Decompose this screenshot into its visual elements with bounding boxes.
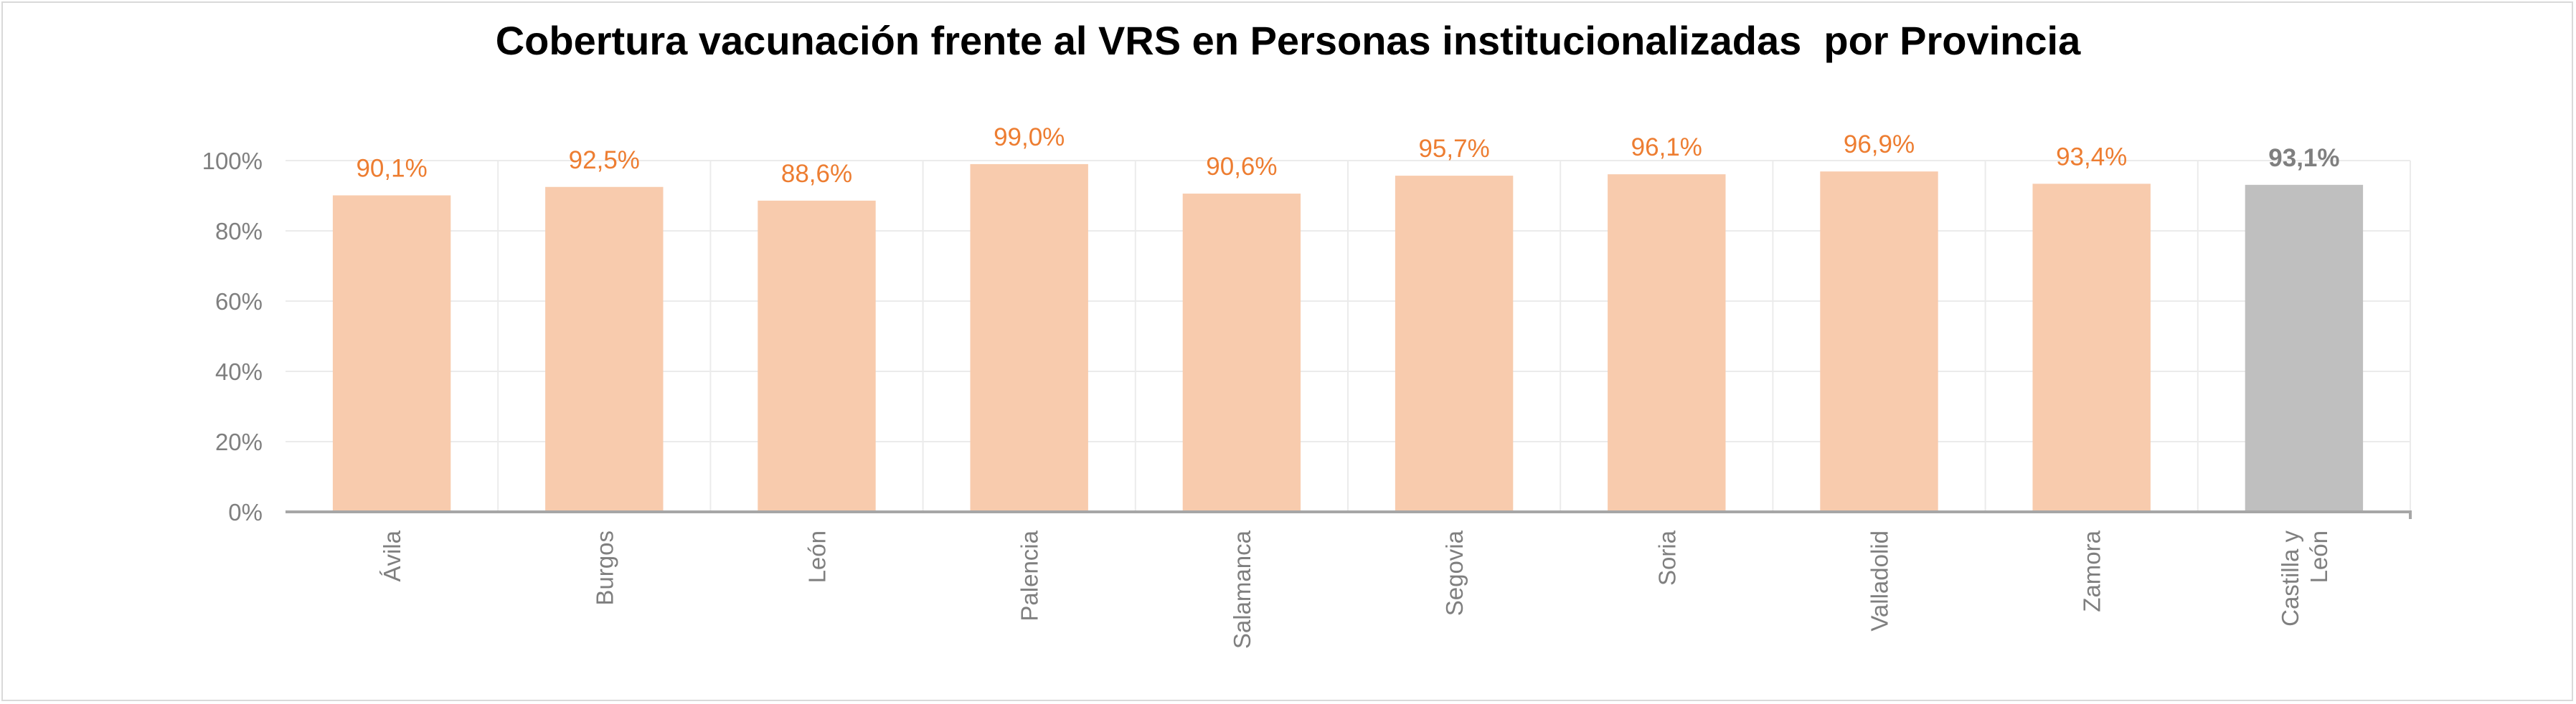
data-label: 96,1% <box>1631 133 1702 161</box>
data-label: 88,6% <box>781 160 852 188</box>
bar-palencia <box>970 163 1088 512</box>
x-axis-ticks: Ávila Burgos León Palencia Salamanca Segovia S… <box>379 530 2332 649</box>
data-label: 92,5% <box>569 146 640 174</box>
chart-title: Cobertura vacunación frente al VRS en Pe… <box>495 18 2081 63</box>
bar-burgos <box>545 186 664 512</box>
x-tick-label-line: Segovia <box>1441 530 1468 616</box>
bar-segovia <box>1395 176 1514 512</box>
bars <box>332 163 2364 513</box>
x-tick-label: Segovia <box>1441 530 1468 616</box>
x-tick-label-line: Salamanca <box>1229 530 1255 649</box>
y-tick-label: 80% <box>215 218 263 244</box>
data-label: 99,0% <box>994 123 1065 151</box>
x-tick-label: León <box>804 531 831 583</box>
x-axis <box>286 510 2412 519</box>
x-tick-label-line: Ávila <box>379 530 405 581</box>
y-axis-ticks: 0% 20% 40% 60% 80% 100% <box>202 148 263 525</box>
data-label: 90,1% <box>356 155 427 183</box>
bar-ávila <box>332 195 451 512</box>
x-tick-label-line: Palencia <box>1016 530 1043 621</box>
bar-zamora <box>2032 184 2151 512</box>
data-label: 95,7% <box>1418 135 1489 163</box>
data-label: 90,6% <box>1206 153 1277 181</box>
x-tick-label: Salamanca <box>1229 530 1255 649</box>
x-tick-label: Soria <box>1653 530 1680 586</box>
y-tick-label: 100% <box>202 148 263 174</box>
data-label: 96,9% <box>1844 130 1915 158</box>
x-tick-label-line: León <box>804 531 831 583</box>
x-tick-label-line: Castilla y <box>2277 531 2303 627</box>
bar-león <box>758 200 876 512</box>
x-tick-label: Burgos <box>591 531 618 606</box>
x-tick-label: Castilla y León <box>2277 531 2332 627</box>
x-tick-label: Palencia <box>1016 530 1043 621</box>
data-labels: 90,1% 92,5% 88,6% 99,0% 90,6% 95,7% 96,1% 96,9%… <box>356 123 2339 188</box>
x-tick-label: Zamora <box>2079 530 2105 612</box>
x-tick-label-line: Soria <box>1653 530 1680 586</box>
y-tick-label: 60% <box>215 288 263 315</box>
x-tick-label-line: Valladolid <box>1867 531 1893 632</box>
x-tick-label-line: León <box>2306 531 2332 583</box>
bar-castilla-y-león <box>2245 184 2364 512</box>
x-tick-label-line: Zamora <box>2079 530 2105 612</box>
y-tick-label: 40% <box>215 358 263 385</box>
bar-salamanca <box>1182 194 1301 512</box>
x-tick-label-line: Burgos <box>591 531 618 606</box>
y-tick-label: 0% <box>228 499 263 525</box>
bar-valladolid <box>1820 171 1938 512</box>
bar-soria <box>1608 174 1726 513</box>
data-label: 93,1% <box>2268 144 2339 172</box>
x-tick-label: Valladolid <box>1867 531 1893 632</box>
y-tick-label: 20% <box>215 429 263 455</box>
data-label: 93,4% <box>2056 143 2127 171</box>
x-tick-label: Ávila <box>379 530 405 581</box>
